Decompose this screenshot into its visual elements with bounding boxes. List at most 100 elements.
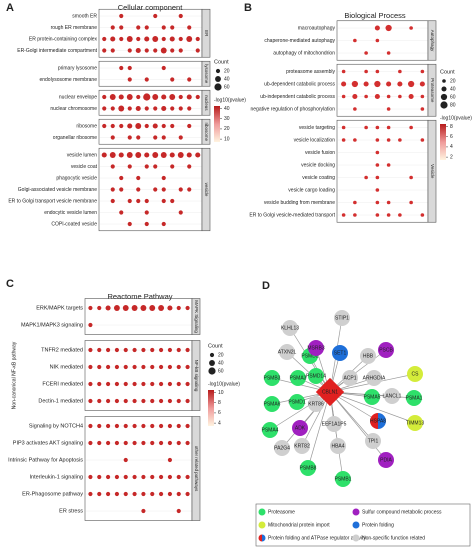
row-label: vesicle localization	[294, 137, 336, 143]
dot	[178, 187, 183, 192]
dot	[88, 474, 93, 480]
dot	[127, 77, 132, 82]
dot	[114, 491, 119, 497]
center-node	[315, 377, 345, 407]
node-label: ARHGDIA	[363, 375, 386, 381]
node-label: ACP1	[343, 375, 356, 381]
panel-label: A	[6, 2, 14, 14]
legend-label: 40	[224, 76, 230, 82]
facet-box	[336, 119, 429, 223]
dot	[132, 423, 137, 429]
dot	[123, 347, 128, 353]
dot	[136, 94, 141, 100]
legend-swatch	[258, 521, 266, 529]
dot	[169, 152, 175, 158]
legend-label: Sulfur compound metabolic process	[362, 509, 442, 515]
legend-swatch	[352, 508, 360, 516]
dot	[118, 94, 124, 100]
dot	[106, 347, 111, 353]
dot	[185, 381, 190, 387]
dot	[141, 398, 146, 404]
dot	[398, 94, 402, 99]
dot	[167, 364, 172, 370]
dot	[185, 347, 190, 353]
dot	[88, 381, 93, 387]
dot	[185, 474, 190, 480]
dot	[136, 187, 141, 192]
row-label: Intrinsic Pathway for Apoptosis	[8, 457, 83, 463]
dot	[150, 474, 155, 480]
color-tick-label: 6	[218, 410, 221, 416]
dot	[351, 80, 358, 88]
facet-box	[98, 118, 203, 145]
node-label: PSMA5	[364, 394, 381, 400]
node	[366, 370, 382, 386]
legend-label: 80	[450, 102, 456, 108]
dot	[397, 81, 403, 87]
dot	[364, 175, 368, 180]
dot	[144, 198, 149, 204]
legend-title: Count	[214, 59, 229, 65]
node-label: PSMA4	[262, 427, 279, 433]
facet-strip	[191, 340, 201, 411]
facet-strip	[201, 118, 211, 145]
dot	[398, 213, 402, 217]
dot	[341, 213, 346, 217]
node-label: HBA4	[331, 443, 344, 449]
node	[365, 433, 381, 449]
dot	[88, 305, 93, 311]
node-half	[258, 534, 262, 542]
chart-title: Reactome Pathway	[107, 292, 172, 301]
color-tick-label: 10	[218, 390, 224, 396]
dot	[158, 305, 165, 311]
dot	[408, 80, 415, 88]
dot	[178, 210, 183, 215]
dot	[150, 364, 155, 370]
row-label: ER protein-containing complex	[29, 36, 98, 42]
legend-label: 20	[218, 352, 224, 358]
row-label: PIP3 activates AKT signaling	[13, 440, 83, 446]
dot	[123, 364, 128, 370]
row-label: primary lysosome	[58, 65, 97, 71]
chart-title: Biological Process	[344, 11, 406, 20]
dot	[408, 93, 414, 100]
dot	[126, 36, 133, 42]
dot	[409, 125, 413, 130]
dot	[375, 188, 380, 192]
node	[279, 344, 295, 360]
dot	[363, 81, 369, 87]
legend-swatch	[352, 534, 360, 542]
node	[274, 440, 290, 456]
row-label: smooth ER	[72, 13, 97, 19]
facet-label: vesicle	[204, 183, 209, 197]
legend-dot	[209, 360, 215, 366]
dot	[132, 398, 137, 404]
dot	[176, 398, 181, 404]
row-label: vesicle coat	[71, 164, 98, 170]
node	[262, 422, 278, 438]
facet-label: nucleus	[204, 95, 209, 111]
row-label: ER-Phagosome pathway	[22, 491, 83, 497]
row-label: ER to Golgi vesicle-mediated transport	[249, 212, 335, 218]
edge	[329, 349, 387, 393]
node-label: PSMA6	[264, 401, 281, 407]
dot	[141, 491, 146, 497]
dot	[159, 440, 164, 446]
dot	[161, 135, 166, 140]
dot	[97, 305, 102, 311]
row-label: vesicle lumen	[67, 152, 98, 158]
node	[378, 452, 394, 468]
row-label: FCERI mediated	[42, 381, 83, 387]
node	[264, 370, 280, 386]
dot	[126, 152, 133, 158]
dot	[353, 213, 357, 217]
row-label: Golgi-associated vesicle membrane	[18, 187, 97, 193]
dot	[153, 164, 158, 169]
dot	[106, 474, 111, 480]
dot	[126, 94, 133, 100]
dot	[178, 48, 183, 53]
dot	[101, 152, 107, 158]
dot	[136, 36, 141, 42]
row-label: Dectin-1 mediated	[38, 398, 83, 404]
dot	[102, 48, 107, 53]
